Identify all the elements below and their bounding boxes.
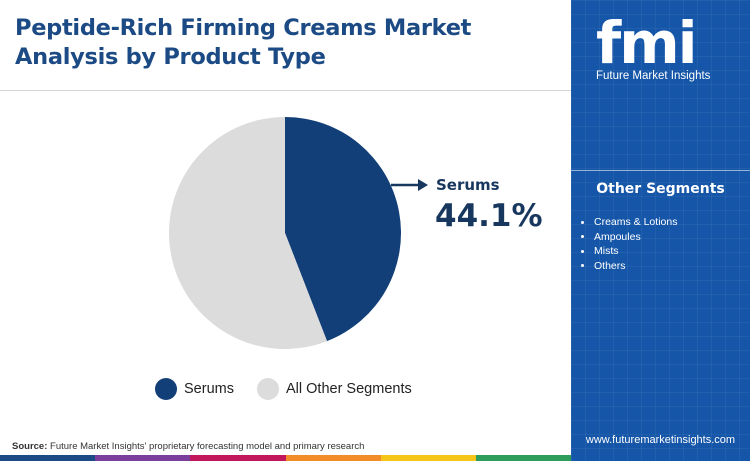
source-note: Source: Future Market Insights' propriet… [12,441,364,452]
color-bar-segment [380,455,476,461]
color-bar-segment [475,455,572,461]
website-link[interactable]: www.futuremarketinsights.com [585,434,736,446]
segment-item: Ampoules [581,230,677,245]
chart-title: Peptide-Rich Firming Creams Market Analy… [15,15,472,70]
segment-item: Mists [581,244,677,259]
color-bar-segment [0,455,96,461]
callout-label: Serums [436,176,500,194]
logo-caption: Future Market Insights [596,70,711,82]
segment-label: Others [594,259,626,272]
source-text: Future Market Insights' proprietary fore… [50,441,365,452]
segment-label: Ampoules [594,230,641,243]
legend-item-serums: Serums [155,378,234,400]
segment-label: Mists [594,245,619,257]
callout-arrow [391,179,428,191]
bullet-icon [581,249,584,253]
side-panel: fmi Future Market Insights Other Segment… [571,0,750,461]
pie-slices [169,117,401,349]
color-bar-segment [95,455,191,461]
pie-slice-all-other-segments [169,117,328,349]
color-bar-segment [285,455,381,461]
title-divider [0,90,571,91]
segments-heading: Other Segments [596,181,725,197]
legend-swatch-serums [155,378,177,400]
bullet-icon [581,220,584,224]
bullet-icon [581,235,584,239]
footer-color-bar [0,455,572,461]
segment-label: Creams & Lotions [594,216,678,228]
logo-letters: fmi [596,9,698,77]
legend-label-serums: Serums [184,381,234,397]
pie-chart [169,117,428,349]
source-label: Source: [12,441,48,452]
callout-value: 44.1% [435,198,543,234]
legend-swatch-other-segments [257,378,279,400]
legend-item-other-segments: All Other Segments [257,378,412,400]
pie-slice-serums [285,117,401,342]
segments-list: Creams & Lotions Ampoules Mists Others [581,215,677,273]
fmi-logo: fmi Future Market Insights [592,6,728,86]
segment-item: Creams & Lotions [581,215,677,230]
legend-label-other-segments: All Other Segments [286,381,412,397]
panel-divider [571,170,750,171]
segment-item: Others [581,259,677,274]
color-bar-segment [190,455,286,461]
bullet-icon [581,264,584,268]
